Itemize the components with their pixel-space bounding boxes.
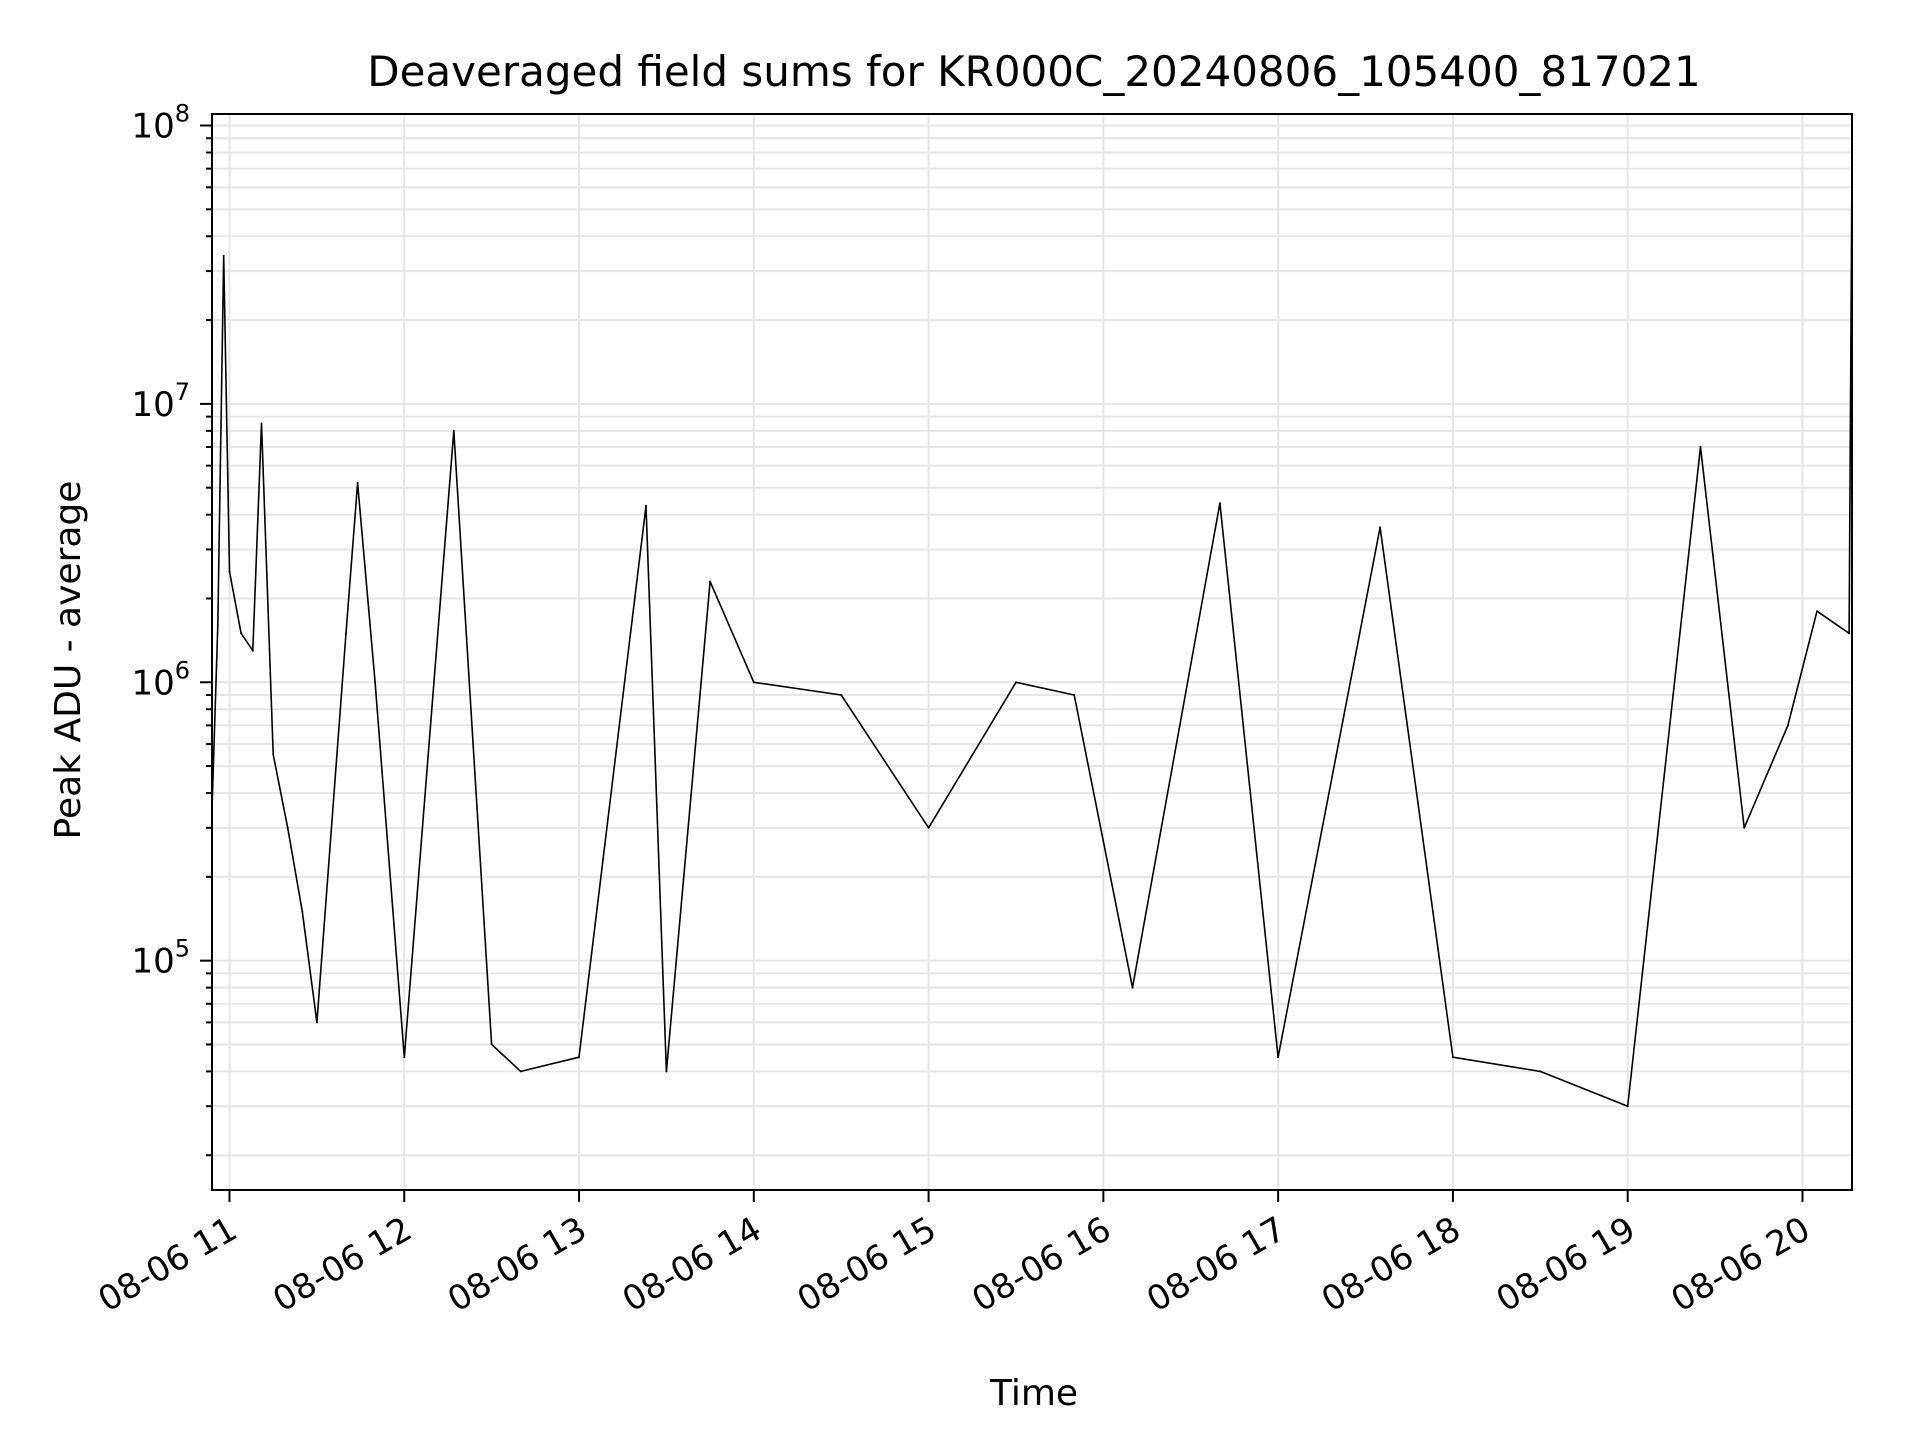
data-point xyxy=(1277,1056,1280,1059)
y-axis-label: Peak ADU - average xyxy=(48,481,89,840)
data-point xyxy=(1131,986,1134,989)
data-point xyxy=(260,422,263,425)
data-point xyxy=(840,694,843,696)
y-tick-label: 106 xyxy=(131,656,190,703)
data-point xyxy=(1218,502,1221,505)
series-line xyxy=(211,163,1853,1107)
data-point xyxy=(1816,610,1818,613)
data-point xyxy=(286,826,289,829)
data-point xyxy=(709,580,712,583)
x-axis-label: Time xyxy=(989,1373,1078,1414)
data-point xyxy=(1786,724,1789,727)
data-point xyxy=(251,649,254,652)
chart-title: Deaveraged field sums for KR000C_2024080… xyxy=(367,47,1701,96)
data-point xyxy=(645,504,647,507)
data-point xyxy=(216,624,219,627)
data-point xyxy=(578,1056,580,1059)
y-tick-label: 105 xyxy=(131,935,190,982)
data-point xyxy=(315,1021,318,1024)
data-point xyxy=(927,826,930,829)
data-layer xyxy=(211,162,1853,1108)
plot-frame xyxy=(211,113,1853,1191)
data-point xyxy=(1539,1070,1542,1073)
data-point xyxy=(519,1070,522,1073)
data-point xyxy=(356,482,359,484)
data-point xyxy=(1015,681,1017,684)
data-point xyxy=(1451,1056,1454,1059)
data-point xyxy=(752,681,755,684)
data-point xyxy=(1743,826,1746,829)
y-tick-label: 108 xyxy=(131,100,190,147)
data-point xyxy=(1626,1105,1629,1108)
y-tick-label: 107 xyxy=(131,378,190,425)
data-point xyxy=(345,632,347,635)
data-point xyxy=(301,910,304,913)
grid-layer xyxy=(212,114,1852,1190)
data-point xyxy=(403,1056,406,1059)
data-point xyxy=(452,429,455,432)
data-point xyxy=(272,753,275,756)
data-point xyxy=(1699,446,1702,448)
data-point xyxy=(1848,632,1851,635)
data-point xyxy=(1379,526,1382,529)
data-point xyxy=(665,1070,668,1073)
data-point xyxy=(374,681,377,684)
data-point xyxy=(1073,694,1076,696)
data-point xyxy=(222,254,225,257)
data-point xyxy=(490,1043,493,1046)
data-point xyxy=(228,570,231,573)
data-point xyxy=(240,632,243,635)
